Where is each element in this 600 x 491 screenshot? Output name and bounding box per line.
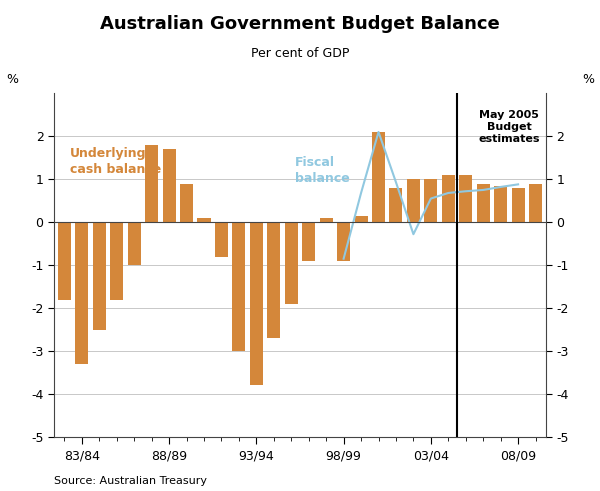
Bar bbox=[180, 184, 193, 222]
Bar bbox=[337, 222, 350, 261]
Bar bbox=[285, 222, 298, 304]
Bar bbox=[163, 149, 176, 222]
Bar bbox=[494, 186, 507, 222]
Bar bbox=[302, 222, 315, 261]
Text: %: % bbox=[6, 74, 18, 86]
Text: Underlying
cash balance: Underlying cash balance bbox=[70, 147, 161, 176]
Bar bbox=[389, 188, 403, 222]
Bar bbox=[407, 179, 420, 222]
Bar bbox=[267, 222, 280, 338]
Text: %: % bbox=[582, 74, 594, 86]
Bar bbox=[529, 184, 542, 222]
Bar bbox=[476, 184, 490, 222]
Bar bbox=[442, 175, 455, 222]
Text: Per cent of GDP: Per cent of GDP bbox=[251, 47, 349, 59]
Bar bbox=[145, 145, 158, 222]
Bar bbox=[355, 216, 368, 222]
Text: Source: Australian Treasury: Source: Australian Treasury bbox=[54, 476, 207, 486]
Text: May 2005
Budget
estimates: May 2005 Budget estimates bbox=[479, 109, 540, 144]
Bar bbox=[320, 218, 333, 222]
Bar bbox=[197, 218, 211, 222]
Bar bbox=[110, 222, 124, 300]
Bar bbox=[128, 222, 141, 265]
Text: Fiscal
balance: Fiscal balance bbox=[295, 156, 350, 185]
Text: Australian Government Budget Balance: Australian Government Budget Balance bbox=[100, 15, 500, 33]
Bar bbox=[76, 222, 88, 364]
Bar bbox=[250, 222, 263, 385]
Bar bbox=[232, 222, 245, 351]
Bar bbox=[512, 188, 524, 222]
Bar bbox=[215, 222, 228, 257]
Bar bbox=[372, 132, 385, 222]
Bar bbox=[58, 222, 71, 300]
Bar bbox=[424, 179, 437, 222]
Bar bbox=[93, 222, 106, 329]
Bar bbox=[459, 175, 472, 222]
